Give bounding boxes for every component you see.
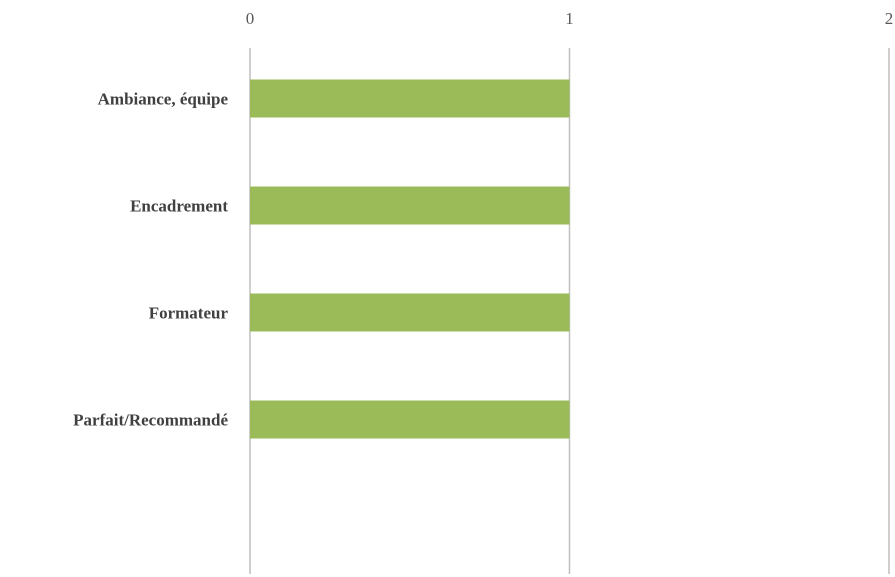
- x-tick-label-0: 0: [246, 9, 255, 28]
- bar-0: [250, 79, 570, 118]
- x-tick-label-1: 1: [565, 9, 574, 28]
- category-labels: Ambiance, équipe Encadrement Formateur Parf…: [73, 90, 228, 430]
- bar-3: [250, 400, 570, 439]
- category-label-0: Ambiance, équipe: [98, 90, 229, 109]
- x-tick-label-2: 2: [885, 9, 894, 28]
- bar-2: [250, 293, 570, 332]
- bars: [250, 79, 570, 439]
- category-label-1: Encadrement: [130, 197, 228, 216]
- x-axis-tick-labels: 0 1 2: [246, 9, 894, 28]
- bar-1: [250, 186, 570, 225]
- category-label-2: Formateur: [149, 304, 229, 323]
- category-label-3: Parfait/Recommandé: [73, 411, 228, 430]
